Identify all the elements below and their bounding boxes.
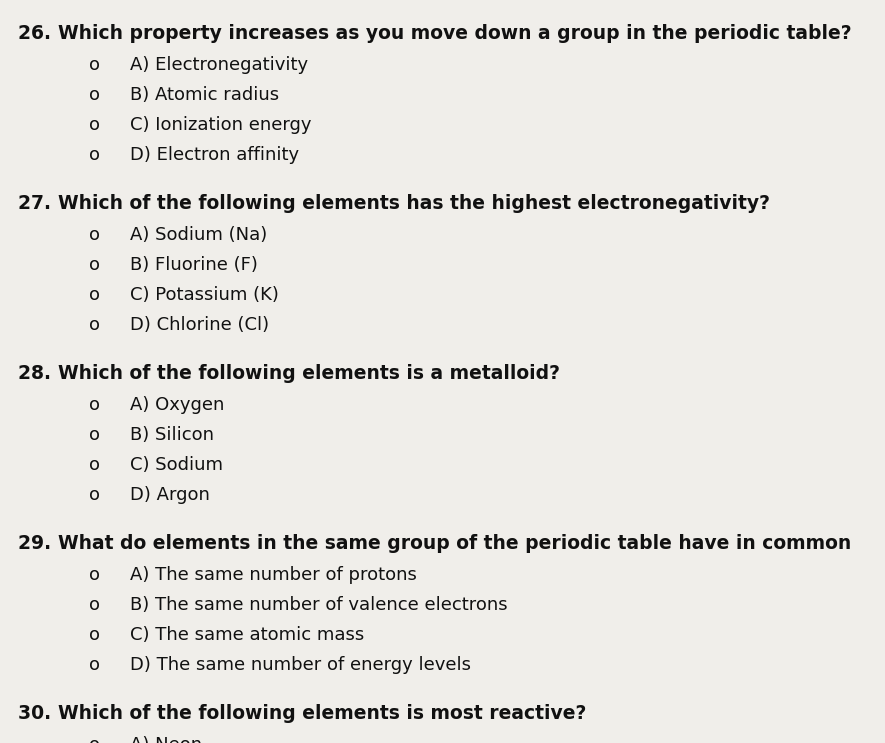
Text: o: o xyxy=(89,116,101,134)
Text: o: o xyxy=(89,396,101,414)
Text: o: o xyxy=(89,736,101,743)
Text: o: o xyxy=(89,146,101,164)
Text: Which of the following elements has the highest electronegativity?: Which of the following elements has the … xyxy=(58,194,770,213)
Text: B) Atomic radius: B) Atomic radius xyxy=(130,86,279,104)
Text: 28.: 28. xyxy=(18,364,58,383)
Text: Which of the following elements is a metalloid?: Which of the following elements is a met… xyxy=(58,364,560,383)
Text: o: o xyxy=(89,566,101,584)
Text: A) Sodium (Na): A) Sodium (Na) xyxy=(130,226,267,244)
Text: 26.: 26. xyxy=(18,24,58,43)
Text: A) Neon: A) Neon xyxy=(130,736,202,743)
Text: Which property increases as you move down a group in the periodic table?: Which property increases as you move dow… xyxy=(58,24,851,43)
Text: A) The same number of protons: A) The same number of protons xyxy=(130,566,417,584)
Text: C) Sodium: C) Sodium xyxy=(130,456,223,474)
Text: B) The same number of valence electrons: B) The same number of valence electrons xyxy=(130,596,508,614)
Text: C) Potassium (K): C) Potassium (K) xyxy=(130,286,279,304)
Text: D) Chlorine (Cl): D) Chlorine (Cl) xyxy=(130,316,269,334)
Text: C) Ionization energy: C) Ionization energy xyxy=(130,116,312,134)
Text: C) The same atomic mass: C) The same atomic mass xyxy=(130,626,365,644)
Text: o: o xyxy=(89,256,101,274)
Text: A) Electronegativity: A) Electronegativity xyxy=(130,56,308,74)
Text: 27.: 27. xyxy=(18,194,58,213)
Text: Which of the following elements is most reactive?: Which of the following elements is most … xyxy=(58,704,587,723)
Text: o: o xyxy=(89,596,101,614)
Text: o: o xyxy=(89,456,101,474)
Text: o: o xyxy=(89,286,101,304)
Text: o: o xyxy=(89,316,101,334)
Text: D) The same number of energy levels: D) The same number of energy levels xyxy=(130,656,471,674)
Text: 30.: 30. xyxy=(18,704,58,723)
Text: o: o xyxy=(89,86,101,104)
Text: What do elements in the same group of the periodic table have in common: What do elements in the same group of th… xyxy=(58,534,851,553)
Text: o: o xyxy=(89,486,101,504)
Text: o: o xyxy=(89,656,101,674)
Text: o: o xyxy=(89,226,101,244)
Text: B) Silicon: B) Silicon xyxy=(130,426,214,444)
Text: A) Oxygen: A) Oxygen xyxy=(130,396,225,414)
Text: 29.: 29. xyxy=(18,534,58,553)
Text: o: o xyxy=(89,56,101,74)
Text: o: o xyxy=(89,426,101,444)
Text: D) Argon: D) Argon xyxy=(130,486,210,504)
Text: o: o xyxy=(89,626,101,644)
Text: D) Electron affinity: D) Electron affinity xyxy=(130,146,299,164)
Text: B) Fluorine (F): B) Fluorine (F) xyxy=(130,256,258,274)
